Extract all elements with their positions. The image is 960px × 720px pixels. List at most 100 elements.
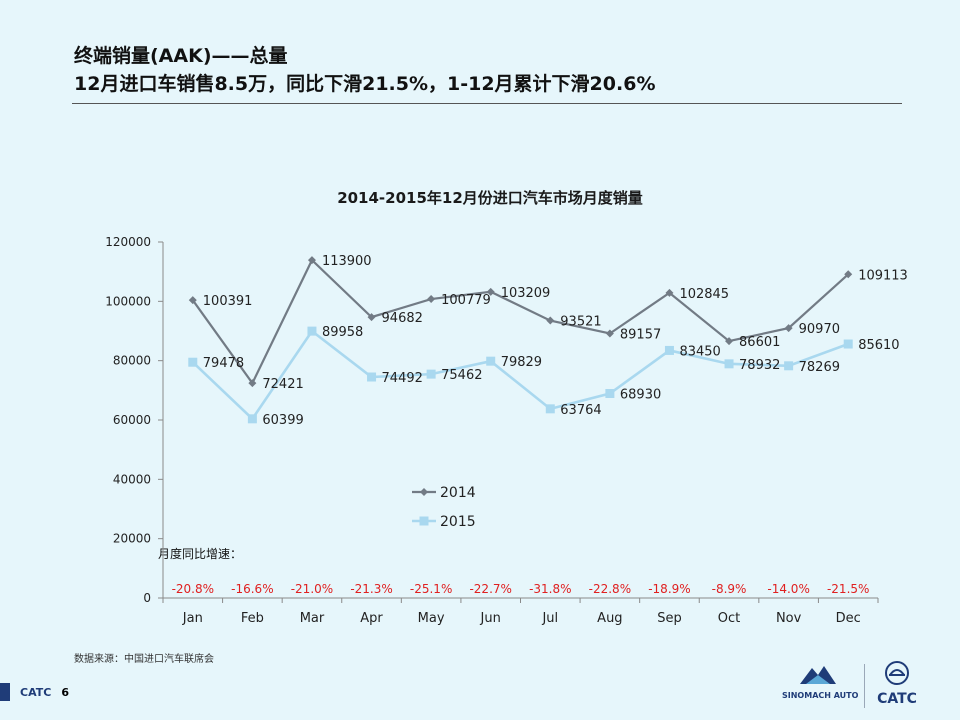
sinomach-mountain-icon [800,666,836,684]
x-tick-label: Jun [480,611,501,626]
data-point-2015 [188,357,198,367]
x-tick-label: May [418,611,445,626]
x-tick-label: Nov [776,611,802,626]
data-label-2014: 100391 [203,294,253,309]
data-label-2014: 103209 [501,286,551,301]
y-tick-label: 20000 [113,532,151,546]
footer-brand: CATC [20,686,52,699]
growth-rate-value: -16.6% [231,582,273,596]
legend-label-2014: 2014 [440,485,476,501]
catc-logo-text: CATC [877,691,917,707]
sinomach-logo: SINOMACH AUTO [782,662,858,700]
growth-rate-value: -25.1% [410,582,452,596]
source-note: 数据来源：中国进口汽车联席会 [74,654,214,665]
growth-rate-value: -14.0% [767,582,809,596]
data-point-2014 [248,379,257,388]
x-tick-label: Jan [182,611,203,626]
data-labels: 100391 72421 113900 94682 100779 103209 93521 8… [203,254,908,428]
axes: 0 20000 40000 60000 80000 100000 120000 Jan Feb M… [105,235,879,626]
data-label-2014: 90970 [799,322,840,337]
data-label-2015: 89958 [322,325,363,340]
data-label-2015: 78932 [739,358,780,373]
growth-rate-value: -18.9% [648,582,690,596]
title-divider [72,103,902,104]
growth-rate-value: -21.3% [350,582,392,596]
data-point-2015 [664,345,674,355]
growth-rates: -20.8% -16.6% -21.0% -21.3% -25.1% -22.7% -31.… [172,582,870,596]
y-tick-label: 0 [143,591,151,605]
data-point-2014 [844,270,853,279]
data-point-2015 [545,404,555,414]
data-point-2015 [486,356,496,366]
legend-marker-2015 [419,516,429,526]
legend-label-2015: 2015 [440,514,476,530]
data-label-2014: 94682 [382,311,423,326]
growth-rate-value: -22.8% [589,582,631,596]
data-point-2014 [188,296,197,305]
footer-accent-square [0,683,10,701]
data-point-2015 [784,361,794,371]
data-point-2015 [247,414,257,424]
x-tick-label: Aug [597,611,622,626]
data-label-2015: 79478 [203,356,244,371]
data-label-2014: 93521 [560,315,601,330]
data-point-2014 [546,316,555,325]
growth-label: 月度同比增速： [158,546,242,561]
slide-title-line1: 终端销量(AAK)——总量 [74,45,288,67]
slide-title: 终端销量(AAK)——总量 12月进口车销售8.5万，同比下滑21.5%，1-1… [74,42,904,98]
data-label-2014: 102845 [679,287,729,302]
data-label-2015: 83450 [679,344,720,359]
series-layer [188,256,853,424]
y-tick-label: 40000 [113,472,151,486]
data-point-2015 [426,369,436,379]
data-point-2015 [605,389,615,399]
growth-rate-value: -21.0% [291,582,333,596]
catc-logo: CATC [868,660,926,707]
data-point-2015 [843,339,853,349]
data-point-2015 [724,359,734,369]
x-tick-label: Mar [300,611,325,626]
data-point-2014 [307,256,316,265]
growth-rate-value: -8.9% [712,582,747,596]
x-tick-label: Sep [657,611,682,626]
growth-rate-value: -22.7% [469,582,511,596]
data-label-2014: 100779 [441,293,491,308]
slide-title-line2: 12月进口车销售8.5万，同比下滑21.5%，1-12月累计下滑20.6% [74,73,656,95]
data-label-2015: 68930 [620,388,661,403]
data-point-2015 [367,372,377,382]
data-point-2014 [427,295,436,304]
x-tick-label: Apr [360,611,383,626]
data-point-2014 [665,288,674,297]
catc-emblem-icon [885,661,909,685]
data-point-2014 [784,324,793,333]
data-label-2015: 75462 [441,368,482,383]
series-line-2014 [191,258,849,386]
data-label-2014: 109113 [858,268,908,283]
data-point-2014 [486,287,495,296]
legend: 2014 2015 [412,485,476,530]
data-label-2015: 60399 [262,413,303,428]
y-tick-label: 120000 [105,235,151,249]
data-label-2015: 78269 [799,360,840,375]
page-number: 6 [61,686,69,699]
x-tick-label: Dec [836,611,861,626]
y-tick-label: 80000 [113,354,151,368]
line-chart: 2014-2015年12月份进口汽车市场月度销量 月度同比增速： 0 20000 4… [105,189,908,626]
data-point-2015 [307,326,317,336]
data-label-2014: 113900 [322,254,372,269]
data-label-2014: 89157 [620,328,661,343]
data-point-2014 [725,337,734,346]
data-label-2015: 63764 [560,403,601,418]
series-line-2015 [191,329,849,421]
x-tick-label: Oct [718,611,740,626]
y-tick-label: 60000 [113,413,151,427]
x-tick-label: Feb [241,611,264,626]
data-label-2015: 74492 [382,371,423,386]
growth-rate-value: -20.8% [172,582,214,596]
logo-divider [864,664,865,708]
data-label-2014: 72421 [262,377,303,392]
x-tick-label: Jul [541,611,558,626]
footer-label: CATC 6 [20,686,69,699]
data-label-2015: 79829 [501,355,542,370]
data-point-2014 [605,329,614,338]
